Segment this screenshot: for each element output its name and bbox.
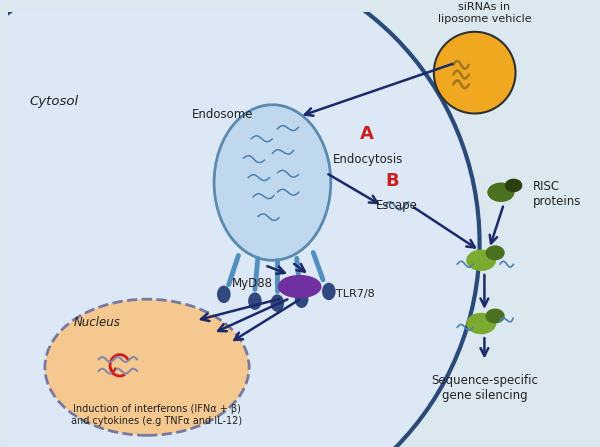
Text: Escape: Escape <box>376 199 418 212</box>
Text: Endocytosis: Endocytosis <box>332 153 403 166</box>
Ellipse shape <box>295 291 308 308</box>
Ellipse shape <box>485 308 505 324</box>
Ellipse shape <box>322 283 335 300</box>
Ellipse shape <box>278 275 322 298</box>
Circle shape <box>434 32 515 114</box>
Text: Sequence-specific
gene silencing: Sequence-specific gene silencing <box>431 374 538 402</box>
Text: Endosome: Endosome <box>191 108 253 121</box>
Ellipse shape <box>45 299 249 435</box>
Ellipse shape <box>485 245 505 260</box>
Text: Induction of interferons (IFNα + β)
and cytokines (e.g TNFα and IL-12): Induction of interferons (IFNα + β) and … <box>71 404 242 426</box>
Circle shape <box>0 0 479 447</box>
Ellipse shape <box>214 105 331 260</box>
Ellipse shape <box>466 249 496 271</box>
Text: B: B <box>385 173 399 190</box>
Text: TLR7/8: TLR7/8 <box>335 289 374 299</box>
Ellipse shape <box>466 313 496 334</box>
Text: MyD88: MyD88 <box>232 277 272 290</box>
Text: RISC
proteins: RISC proteins <box>533 180 581 208</box>
Text: siRNAs in
liposome vehicle: siRNAs in liposome vehicle <box>437 2 531 24</box>
Text: Cytosol: Cytosol <box>29 95 79 108</box>
Ellipse shape <box>505 179 523 192</box>
Ellipse shape <box>271 294 284 312</box>
Ellipse shape <box>487 182 515 202</box>
Ellipse shape <box>217 286 230 303</box>
Text: Nucleus: Nucleus <box>74 316 121 329</box>
Text: A: A <box>360 125 374 143</box>
Ellipse shape <box>248 292 262 310</box>
